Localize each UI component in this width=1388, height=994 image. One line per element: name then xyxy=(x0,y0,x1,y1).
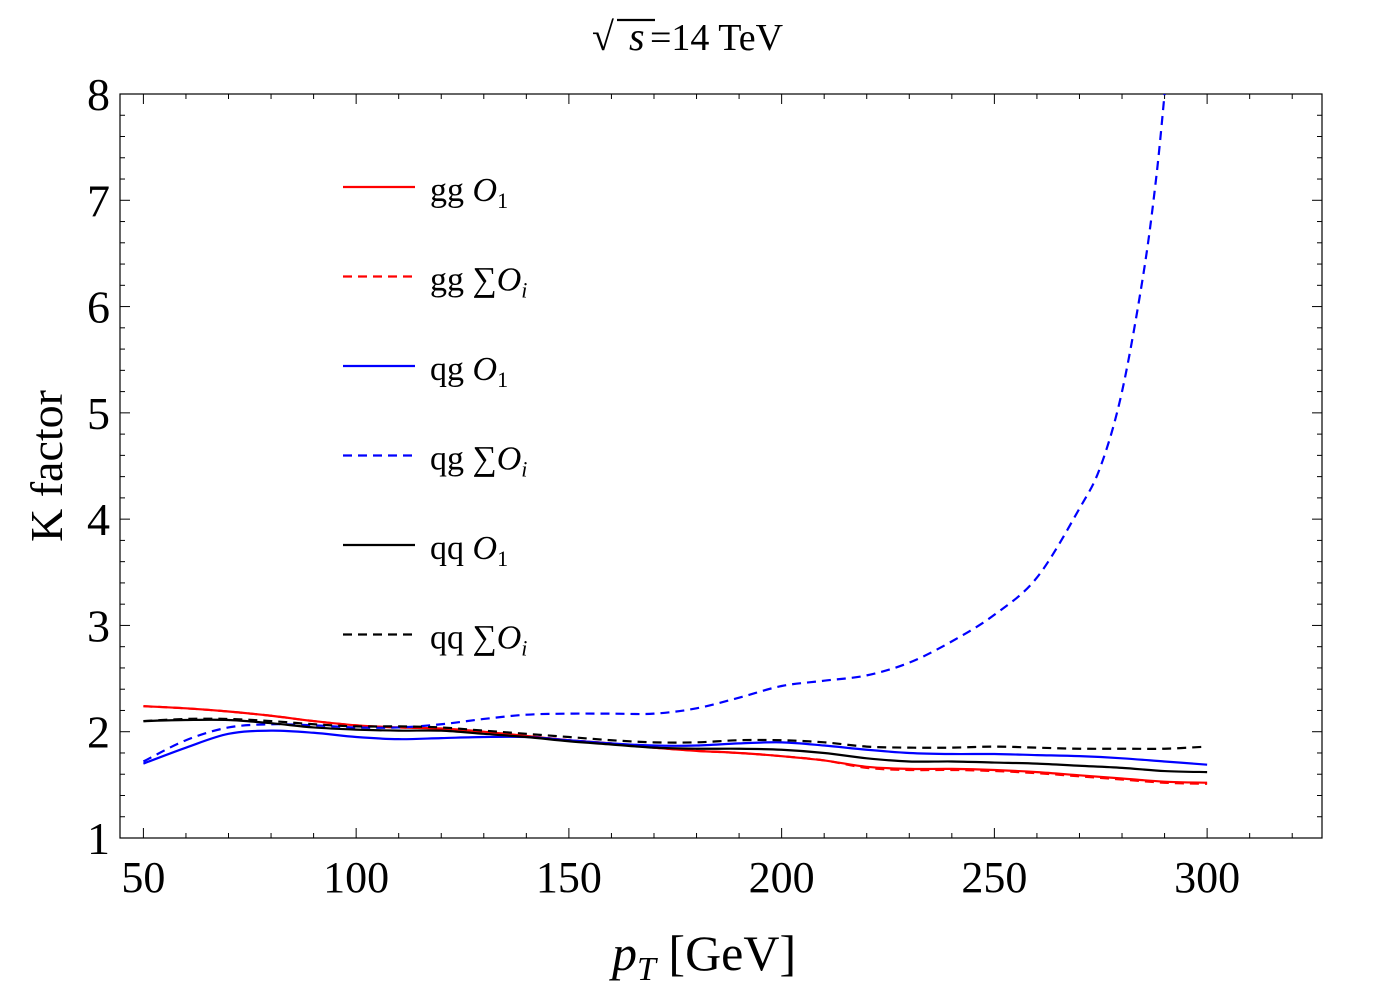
axis-ticks xyxy=(120,93,1322,839)
y-tick-label: 6 xyxy=(87,282,110,333)
legend-entry-1: gg O1 xyxy=(343,172,508,213)
x-axis-label: pT [GeV] xyxy=(609,925,796,988)
chart-title: √ s =14 TeV xyxy=(592,14,784,59)
x-tick-label: 300 xyxy=(1174,853,1240,902)
legend-label-prefix: qq xyxy=(430,620,473,657)
y-axis-tick-labels: 1 2 3 4 5 6 7 8 xyxy=(87,69,110,864)
legend-label-subscript: 1 xyxy=(497,188,508,213)
legend-label-operator: ∑O xyxy=(473,620,522,657)
series-lines xyxy=(142,94,1208,785)
x-axis-label-var: p xyxy=(609,925,637,981)
legend-label: qg ∑Oi xyxy=(430,441,527,482)
legend-label: gg ∑Oi xyxy=(430,262,527,303)
title-energy: =14 TeV xyxy=(650,17,784,59)
x-tick-label: 200 xyxy=(749,853,815,902)
y-tick-label: 2 xyxy=(87,707,110,758)
legend-label: qg O1 xyxy=(430,351,508,392)
x-axis-tick-labels: 50 100 150 200 250 300 xyxy=(121,853,1240,902)
legend-label-subscript: i xyxy=(521,278,527,303)
legend-label-prefix: qg xyxy=(430,441,473,478)
legend-label: qq ∑Oi xyxy=(430,620,527,661)
y-tick-label: 3 xyxy=(87,600,110,651)
legend-label-subscript: 1 xyxy=(497,367,508,392)
legend-entry-3: qg O1 xyxy=(343,351,508,392)
series-line-6 xyxy=(143,717,1208,750)
legend-label-subscript: 1 xyxy=(497,546,508,571)
x-tick-label: 50 xyxy=(121,853,165,902)
y-tick-label: 8 xyxy=(87,69,110,120)
legend-label-prefix: gg xyxy=(430,172,473,209)
legend-label: qq O1 xyxy=(430,530,508,571)
y-tick-label: 1 xyxy=(87,813,110,864)
legend-label-operator: O xyxy=(473,172,498,209)
legend-label-operator: ∑O xyxy=(473,441,522,478)
x-axis-label-sub: T xyxy=(637,951,658,988)
series-line-4 xyxy=(142,94,1166,763)
legend-label: gg O1 xyxy=(430,172,508,213)
title-root-symbol: √ xyxy=(592,14,614,59)
legend-entry-2: gg ∑Oi xyxy=(343,262,527,303)
legend-label-operator: O xyxy=(473,351,498,388)
series-line-5 xyxy=(143,718,1208,774)
x-tick-label: 100 xyxy=(323,853,389,902)
legend-label-subscript: i xyxy=(521,636,527,661)
legend-entry-4: qg ∑Oi xyxy=(343,441,527,482)
legend-entry-5: qq O1 xyxy=(343,530,508,571)
y-axis-label: K factor xyxy=(21,390,72,542)
legend-entry-6: qq ∑Oi xyxy=(343,620,527,661)
y-tick-label: 7 xyxy=(87,175,110,226)
legend-label-subscript: i xyxy=(521,457,527,482)
x-tick-label: 250 xyxy=(961,853,1027,902)
legend-label-prefix: gg xyxy=(430,262,473,299)
series-line-1 xyxy=(143,705,1208,784)
x-tick-label: 150 xyxy=(536,853,602,902)
series-line-3 xyxy=(143,729,1208,766)
legend-label-prefix: qq xyxy=(430,530,473,567)
y-tick-label: 4 xyxy=(87,494,110,545)
legend-label-prefix: qg xyxy=(430,351,473,388)
x-axis-label-unit: [GeV] xyxy=(656,925,796,981)
y-tick-label: 5 xyxy=(87,388,110,439)
plot-frame xyxy=(119,93,1323,839)
legend-label-operator: ∑O xyxy=(473,262,522,299)
title-variable: s xyxy=(629,14,645,59)
legend-label-operator: O xyxy=(473,530,498,567)
